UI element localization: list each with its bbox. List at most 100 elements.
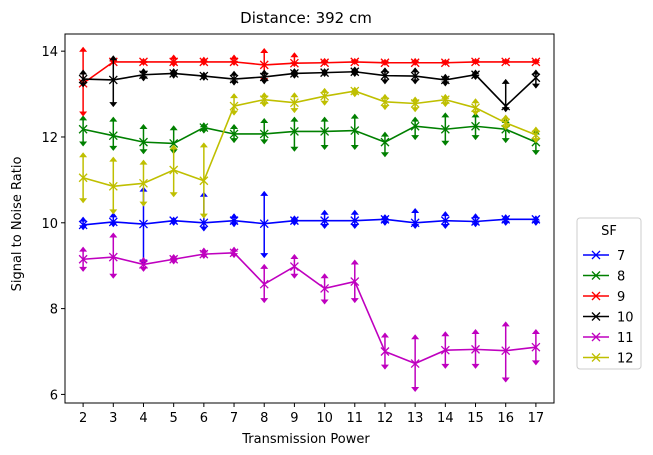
- legend-label: 12: [617, 352, 634, 367]
- error-cap-down: [79, 141, 88, 147]
- data-point: [501, 214, 511, 224]
- error-cap-down: [441, 363, 450, 369]
- x-tick-label: 15: [467, 411, 484, 426]
- data-point: [320, 216, 330, 226]
- x-tick-label: 17: [528, 411, 545, 426]
- legend-marker: [591, 332, 601, 342]
- error-cap-up: [260, 48, 269, 54]
- data-point: [289, 262, 299, 272]
- error-cap-up: [230, 93, 239, 99]
- error-cap-up: [290, 92, 299, 98]
- legend-item-11: 11: [583, 331, 634, 346]
- x-tick-label: 6: [200, 411, 208, 426]
- error-cap-up: [411, 334, 420, 340]
- error-cap-up: [79, 115, 88, 121]
- error-cap-up: [411, 116, 420, 122]
- data-point: [289, 69, 299, 78]
- data-point: [259, 219, 269, 229]
- error-cap-up: [79, 216, 88, 222]
- series-8: [78, 112, 541, 158]
- data-point: [350, 57, 360, 67]
- error-cap-up: [139, 256, 148, 262]
- data-point: [501, 101, 511, 111]
- error-cap-up: [109, 156, 118, 162]
- error-cap-down: [260, 298, 269, 304]
- error-cap-up: [350, 113, 359, 119]
- legend-item-8: 8: [583, 270, 625, 285]
- error-cap-down: [139, 266, 148, 272]
- error-cap-down: [350, 144, 359, 150]
- legend-title: SF: [601, 224, 617, 239]
- data-point: [169, 138, 179, 148]
- error-cap-up: [109, 116, 118, 122]
- error-cap-up: [139, 159, 148, 165]
- data-point: [199, 176, 209, 186]
- legend-item-7: 7: [583, 249, 625, 264]
- error-cap-up: [501, 321, 510, 327]
- error-cap-up: [230, 213, 239, 219]
- error-cap-down: [501, 125, 510, 131]
- series-line: [82, 90, 537, 188]
- error-cap-down: [380, 79, 389, 85]
- error-cap-up: [441, 112, 450, 118]
- series-12: [78, 86, 541, 219]
- error-cap-up: [290, 253, 299, 259]
- error-cap-down: [290, 108, 299, 114]
- data-point: [108, 252, 118, 262]
- x-tick-label: 12: [377, 411, 394, 426]
- series-line: [82, 61, 536, 84]
- error-cap-up: [471, 213, 480, 219]
- x-tick-label: 9: [290, 411, 298, 426]
- data-point: [410, 99, 420, 108]
- error-cap-up: [260, 117, 269, 123]
- data-point: [229, 57, 239, 67]
- error-cap-down: [411, 135, 420, 141]
- x-axis-title: Transmission Power: [241, 432, 370, 447]
- error-cap-up: [350, 86, 359, 92]
- x-tick-label: 14: [437, 411, 454, 426]
- plot-area: [78, 46, 541, 392]
- error-cap-down: [471, 363, 480, 369]
- data-point: [531, 73, 541, 83]
- data-point: [78, 254, 88, 264]
- error-cap-down: [380, 152, 389, 158]
- data-point: [380, 137, 390, 147]
- data-point: [501, 118, 511, 128]
- data-point: [259, 60, 269, 70]
- error-cap-down: [109, 145, 118, 151]
- y-tick-label: 14: [41, 45, 58, 60]
- error-cap-down: [320, 223, 329, 229]
- error-cap-down: [109, 209, 118, 215]
- data-point: [350, 216, 360, 226]
- error-cap-up: [380, 332, 389, 338]
- legend-label: 9: [617, 290, 625, 305]
- error-cap-up: [260, 263, 269, 269]
- legend-item-9: 9: [583, 290, 625, 305]
- data-point: [440, 345, 450, 355]
- series-7: [78, 186, 541, 265]
- data-point: [501, 57, 511, 67]
- data-point: [410, 359, 420, 368]
- error-cap-up: [320, 209, 329, 215]
- data-point: [108, 217, 118, 227]
- legend-label: 10: [617, 311, 634, 326]
- error-cap-down: [320, 299, 329, 305]
- data-point: [199, 57, 209, 67]
- data-point: [440, 95, 450, 105]
- error-cap-down: [320, 100, 329, 106]
- legend-label: 8: [617, 270, 625, 285]
- data-point: [199, 71, 209, 81]
- error-cap-down: [260, 102, 269, 108]
- error-cap-down: [411, 107, 420, 113]
- series-10: [78, 55, 541, 113]
- error-cap-up: [139, 123, 148, 129]
- legend: SF 7 8 9 10 11 12: [576, 217, 642, 370]
- data-point: [471, 344, 480, 354]
- data-point: [471, 217, 480, 226]
- error-cap-down: [380, 364, 389, 370]
- data-point: [410, 58, 420, 68]
- data-point: [139, 259, 148, 269]
- data-point: [501, 346, 511, 356]
- error-cap-down: [531, 150, 540, 156]
- error-cap-up: [471, 98, 480, 104]
